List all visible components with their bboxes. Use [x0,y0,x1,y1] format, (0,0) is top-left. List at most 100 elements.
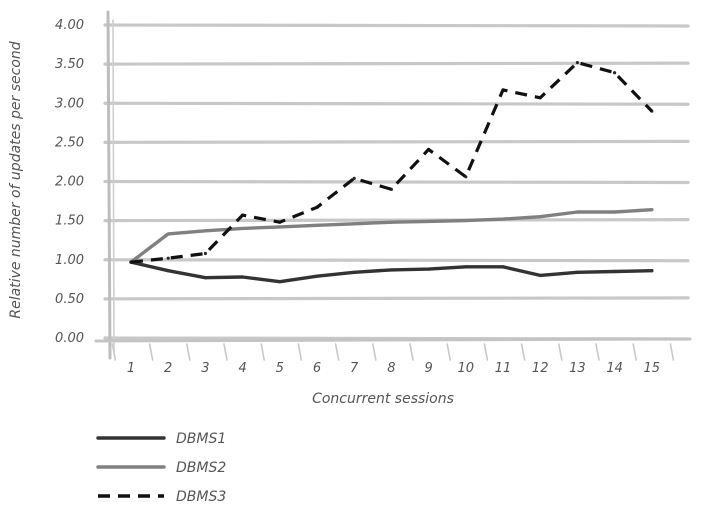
label-layer: 0.000.501.001.502.002.503.003.504.001 2 3 4… [55,18,660,376]
data-point-dbms1 [203,276,207,280]
legend-label-dbms1: DBMS1 [176,431,226,447]
y-tick-label: 0.50 [55,292,84,307]
data-point-dbms1 [613,269,617,274]
data-point-dbms1 [575,270,580,274]
data-point-dbms2 [575,210,580,214]
data-point-dbms3 [389,187,393,191]
data-point-dbms3 [241,213,245,217]
y-tick-label: 3.00 [55,96,84,111]
data-point-dbms2 [501,217,505,221]
data-point-dbms1 [427,267,431,271]
x-tick-mark [371,343,377,361]
x-tick-mark [669,343,675,361]
y-axis-line [106,10,112,360]
x-tick-mark [186,343,191,361]
x-axis-line [94,337,692,343]
y-tick-label: 1.00 [55,253,84,268]
data-point-dbms1 [278,280,282,284]
gridline [103,61,690,66]
data-point-dbms1 [650,269,654,273]
x-tick-mark [483,343,489,361]
data-point-dbms1 [464,265,468,269]
x-tick-label: 2 [164,361,172,376]
legend-label-dbms2: DBMS2 [176,460,226,476]
series-line-dbms2 [129,207,654,264]
data-point-dbms1 [315,274,319,278]
data-point-dbms2 [166,232,170,236]
y-axis-title: Relative number of updates per second [8,41,24,318]
gridline [103,23,690,28]
series-line-dbms1 [129,260,654,284]
data-point-dbms3 [538,96,542,100]
data-point-dbms1 [501,265,505,269]
x-tick-label: 4 [238,361,246,376]
gridline [103,258,690,263]
data-point-dbms3 [501,88,505,92]
data-point-dbms2 [203,229,207,233]
legend: DBMS1 DBMS2 DBMS3 [96,431,226,505]
data-point-dbms2 [315,223,319,227]
x-tick-label: 1 [127,361,135,376]
data-point-dbms3 [613,71,617,75]
legend-label-dbms3: DBMS3 [176,489,226,505]
y-tick-label: 1.50 [55,214,84,229]
x-tick-label: 15 [644,361,661,376]
x-tick-label: 5 [276,361,284,376]
x-tick-mark [409,343,414,361]
data-point-dbms1 [352,270,356,274]
x-axis-title: Concurrent sessions [312,391,454,407]
y-tick-label: 2.50 [55,135,84,150]
axis-layer [94,10,692,361]
gridline [103,218,690,223]
data-point-dbms3 [203,251,207,256]
x-tick-label: 7 [350,361,359,376]
x-tick-label: 10 [458,361,475,376]
x-tick-label: 12 [532,361,549,376]
x-tick-mark [632,343,638,361]
data-point-dbms2 [613,210,617,214]
y-tick-label: 3.50 [55,57,84,72]
gridline [103,101,690,106]
data-point-dbms3 [315,205,319,209]
data-point-dbms2 [278,225,282,229]
data-point-dbms2 [538,215,542,219]
x-tick-mark [223,343,228,361]
data-point-dbms2 [464,219,468,223]
x-tick-label: 14 [606,361,623,376]
data-point-dbms2 [389,220,393,224]
x-tick-mark [557,343,563,361]
data-point-dbms3 [278,220,282,224]
x-tick-mark [520,343,526,361]
y-axis-line-secondary [112,19,115,353]
data-point-dbms3 [129,260,133,264]
series-layer [129,60,654,284]
data-point-dbms1 [166,269,170,273]
data-point-dbms3 [166,256,170,260]
gridline [103,296,690,301]
x-tick-mark [111,343,117,361]
data-point-dbms2 [427,219,431,224]
y-tick-label: 4.00 [55,18,84,33]
x-tick-label: 11 [495,361,512,376]
x-tick-mark [334,343,340,361]
x-tick-label: 3 [201,361,209,376]
y-tick-label: 0.00 [55,331,84,346]
data-point-dbms3 [650,109,654,113]
x-tick-mark [148,343,154,361]
x-tick-mark [595,343,600,361]
data-point-dbms3 [427,147,431,152]
data-point-dbms2 [650,208,654,212]
x-tick-label: 9 [424,361,432,376]
data-point-dbms3 [352,176,356,180]
data-point-dbms2 [241,226,245,231]
x-tick-label: 13 [569,361,586,376]
gridline [103,139,690,144]
data-point-dbms1 [241,275,245,279]
data-point-dbms1 [389,268,393,272]
x-tick-mark [446,343,452,361]
y-tick-label: 2.00 [55,175,84,190]
data-point-dbms2 [352,222,356,226]
data-point-dbms3 [575,60,580,65]
data-point-dbms1 [538,273,542,277]
